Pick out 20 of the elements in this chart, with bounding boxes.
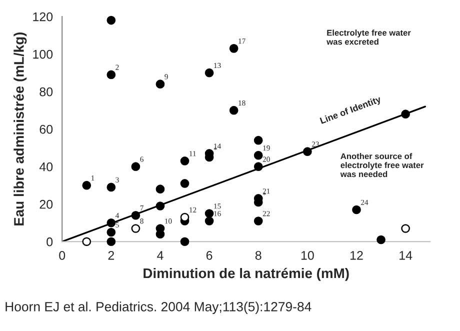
y-tick-label: 40 bbox=[39, 162, 53, 172]
x-tick-label: 12 bbox=[350, 250, 363, 260]
x-tick-label: 10 bbox=[301, 250, 314, 260]
y-tick-label: 100 bbox=[33, 50, 53, 59]
y-tick-label: 80 bbox=[40, 87, 53, 96]
y-axis-title: Eau libre administrée (mL/kg) bbox=[14, 32, 27, 226]
y-tick-label: 0 bbox=[46, 237, 53, 246]
x-tick-label: 0 bbox=[59, 250, 66, 260]
text: Hoorn EJ et al. Pediatrics. 2004 May;113(5):1279-84 bbox=[6, 302, 312, 314]
y-tick-label: 60 bbox=[40, 124, 53, 134]
x-tick-label: 14 bbox=[400, 251, 412, 260]
y-tick-label: 120 bbox=[33, 12, 53, 22]
x-tick-label: 8 bbox=[255, 250, 262, 260]
x-tick-label: 4 bbox=[157, 251, 164, 260]
x-tick-label: 2 bbox=[108, 250, 114, 260]
annotation: Another source of electrolyte free water was needed bbox=[340, 153, 424, 178]
x-tick-label: 6 bbox=[206, 250, 212, 260]
y-tick-label: 20 bbox=[40, 200, 53, 209]
annotation: Electrolyte free water was excreted bbox=[326, 30, 411, 45]
x-axis-title: Diminution de la natrémie (mM) bbox=[144, 268, 349, 281]
